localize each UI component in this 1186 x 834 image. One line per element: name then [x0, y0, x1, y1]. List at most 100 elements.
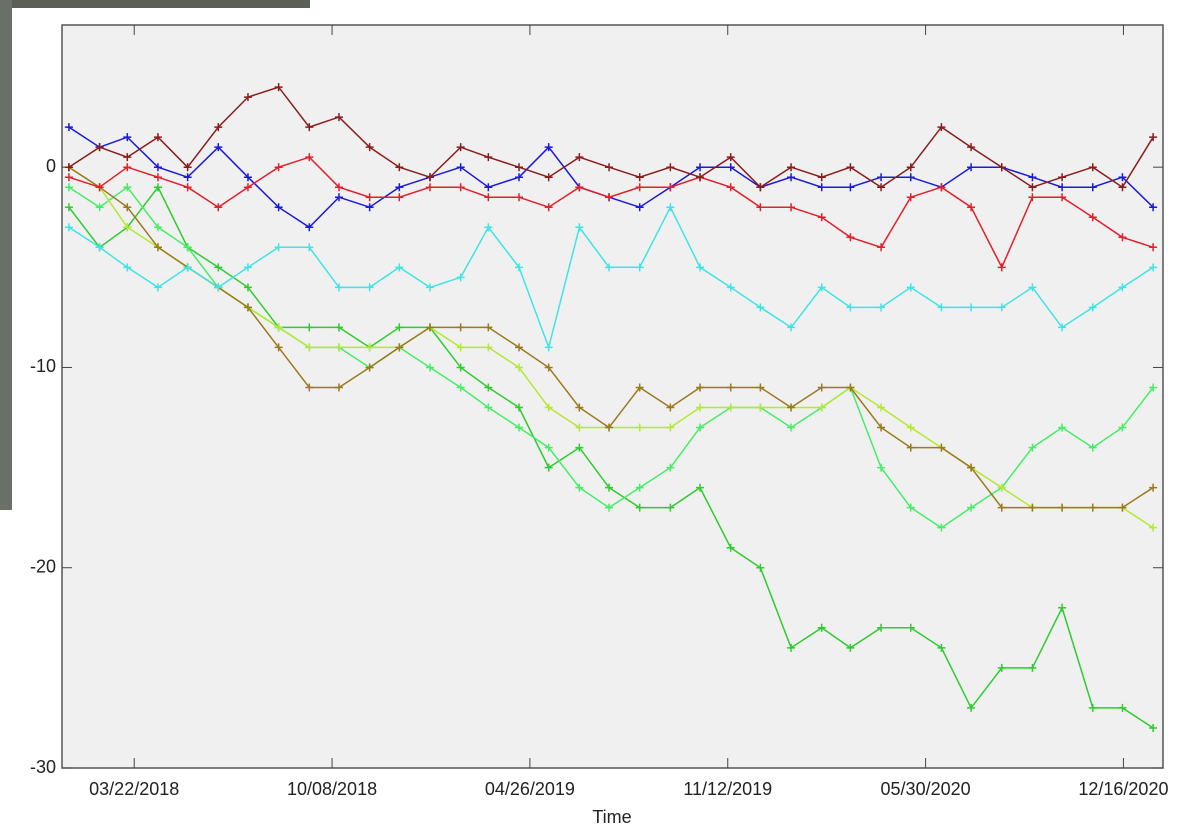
point-marker — [484, 153, 493, 162]
point-marker — [997, 483, 1006, 492]
point-marker — [305, 123, 314, 132]
point-marker — [787, 403, 796, 412]
point-marker — [635, 423, 644, 432]
point-marker — [395, 183, 404, 192]
point-marker — [696, 163, 705, 172]
point-marker — [334, 383, 343, 392]
point-marker — [817, 183, 826, 192]
point-marker — [153, 173, 162, 182]
point-marker — [817, 283, 826, 292]
point-marker — [1088, 703, 1097, 712]
point-marker — [153, 183, 162, 192]
point-marker — [877, 463, 886, 472]
point-marker — [696, 263, 705, 272]
point-marker — [1028, 183, 1037, 192]
point-marker — [274, 243, 283, 252]
background-image — [0, 0, 12, 510]
point-marker — [605, 263, 614, 272]
point-marker — [334, 113, 343, 122]
point-marker — [666, 463, 675, 472]
point-marker — [1118, 283, 1127, 292]
point-marker — [365, 193, 374, 202]
point-marker — [575, 423, 584, 432]
point-marker — [243, 283, 252, 292]
point-marker — [1058, 183, 1067, 192]
point-marker — [1149, 263, 1158, 272]
point-marker — [756, 403, 765, 412]
point-marker — [544, 203, 553, 212]
point-marker — [334, 323, 343, 332]
point-marker — [365, 343, 374, 352]
point-marker — [425, 323, 434, 332]
point-marker — [906, 173, 915, 182]
point-marker — [967, 703, 976, 712]
point-marker — [635, 173, 644, 182]
x-tick-label: 12/16/2020 — [1078, 779, 1168, 799]
point-marker — [817, 383, 826, 392]
point-marker — [937, 643, 946, 652]
point-marker — [756, 383, 765, 392]
x-tick-label: 03/22/2018 — [89, 779, 179, 799]
point-marker — [365, 363, 374, 372]
point-marker — [484, 183, 493, 192]
point-marker — [64, 183, 73, 192]
point-marker — [726, 153, 735, 162]
point-marker — [515, 363, 524, 372]
point-marker — [756, 183, 765, 192]
point-marker — [906, 163, 915, 172]
point-marker — [123, 203, 132, 212]
y-tick-label: 0 — [46, 156, 56, 176]
point-marker — [334, 183, 343, 192]
point-marker — [846, 643, 855, 652]
point-marker — [515, 263, 524, 272]
point-marker — [787, 203, 796, 212]
point-marker — [456, 143, 465, 152]
point-marker — [997, 663, 1006, 672]
point-marker — [575, 483, 584, 492]
point-marker — [123, 183, 132, 192]
point-marker — [997, 263, 1006, 272]
point-marker — [1118, 703, 1127, 712]
point-marker — [123, 263, 132, 272]
point-marker — [906, 623, 915, 632]
point-marker — [1028, 503, 1037, 512]
point-marker — [1028, 283, 1037, 292]
point-marker — [334, 343, 343, 352]
point-marker — [937, 123, 946, 132]
point-marker — [726, 283, 735, 292]
point-marker — [1149, 133, 1158, 142]
point-marker — [817, 213, 826, 222]
point-marker — [635, 503, 644, 512]
point-marker — [635, 483, 644, 492]
point-marker — [456, 273, 465, 282]
point-marker — [243, 303, 252, 312]
point-marker — [95, 243, 104, 252]
point-marker — [95, 143, 104, 152]
point-marker — [1088, 213, 1097, 222]
point-marker — [575, 183, 584, 192]
point-marker — [1088, 443, 1097, 452]
point-marker — [967, 143, 976, 152]
point-marker — [575, 443, 584, 452]
point-marker — [877, 623, 886, 632]
point-marker — [243, 173, 252, 182]
point-marker — [64, 173, 73, 182]
point-marker — [877, 303, 886, 312]
point-marker — [1118, 423, 1127, 432]
point-marker — [756, 303, 765, 312]
point-marker — [484, 403, 493, 412]
point-marker — [666, 203, 675, 212]
point-marker — [937, 523, 946, 532]
plot-area — [61, 24, 1164, 769]
point-marker — [666, 163, 675, 172]
y-tick-label: -30 — [30, 757, 56, 777]
point-marker — [877, 173, 886, 182]
point-marker — [605, 193, 614, 202]
point-marker — [123, 163, 132, 172]
point-marker — [846, 163, 855, 172]
point-marker — [635, 383, 644, 392]
point-marker — [64, 123, 73, 132]
y-tick-label: -10 — [30, 356, 56, 376]
point-marker — [544, 443, 553, 452]
